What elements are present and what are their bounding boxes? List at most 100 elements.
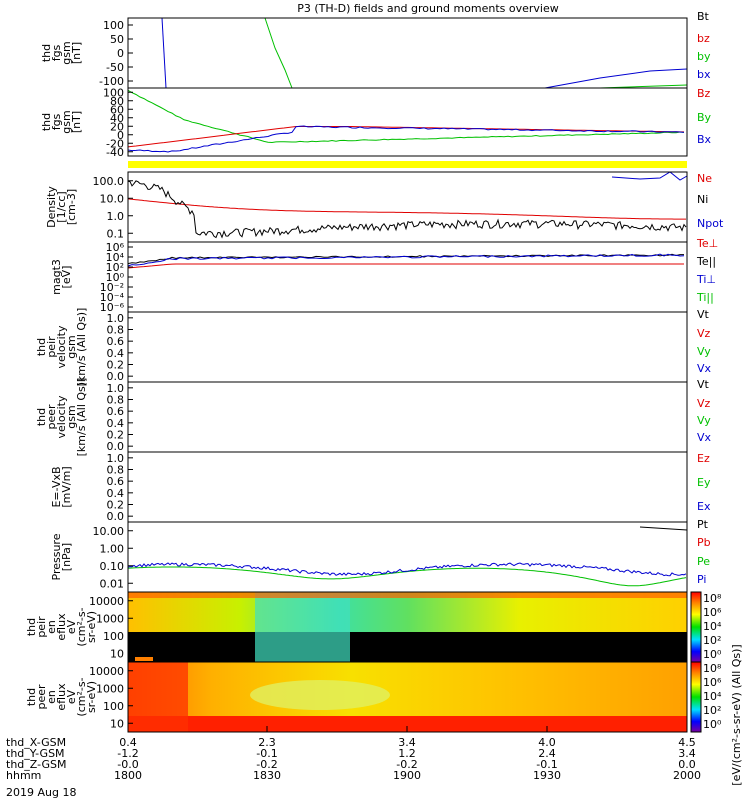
y-tick-label: 0.8: [107, 464, 125, 477]
panel-9: 10000 1000 100 10 thdpeirenefluxeV(cm²-s-sr-…: [25, 591, 688, 663]
legend-Ti⊥: Ti⊥: [696, 273, 716, 286]
legend-Bz: Bz: [697, 87, 711, 100]
legend-Te||: Te||: [696, 255, 716, 268]
y-tick-label: 50: [110, 33, 124, 46]
footer-value: 1830: [253, 769, 281, 782]
footer-row-label: thd_Y-GSM: [6, 747, 65, 760]
y-label-line: thd: [35, 338, 48, 356]
footer-value: 0.0: [678, 758, 696, 771]
colorbar-tick: 10⁶: [703, 676, 722, 689]
colorbar-tick: 10⁰: [703, 718, 722, 731]
y-label-line: Density: [45, 186, 58, 228]
y-label-line: thd: [25, 688, 38, 706]
y-label-line: gsm: [65, 405, 78, 428]
y-label-line: peir: [35, 616, 48, 638]
footer-row-label: thd_Z-GSM: [6, 758, 66, 771]
y-label-line: thd: [35, 408, 48, 426]
y-tick-label: 1.0: [107, 452, 125, 465]
series-By: [127, 89, 685, 144]
y-label-line: peer: [35, 684, 48, 710]
legend-Pe: Pe: [697, 555, 710, 568]
panel-10: 10000 1000 100 10 thdpeerenefluxeV(cm²-s-sr-…: [25, 661, 688, 733]
y-tick-label: 10⁰: [106, 271, 125, 284]
series-Te-par: [127, 253, 684, 265]
y-tick-label: 60: [110, 103, 124, 116]
footer-value: -0.0: [117, 758, 138, 771]
legend-Ne: Ne: [697, 172, 712, 185]
y-tick-label: 0.8: [107, 324, 125, 337]
y-label-line: eV: [65, 689, 78, 704]
spectrogram-electrons-early: [128, 662, 188, 732]
y-tick-label: 0.8: [107, 394, 125, 407]
y-tick-label: 0.0: [107, 510, 125, 523]
colorbar-tick: 10²: [703, 634, 721, 647]
series-Ne: [127, 198, 686, 220]
series-Npot: [611, 171, 688, 181]
footer-value: -0.2: [256, 758, 277, 771]
legend-Vx: Vx: [697, 362, 712, 375]
legend-Pb: Pb: [697, 536, 711, 549]
y-label-line: peir: [45, 336, 58, 358]
panel-8: 10.00 1.00 0.10 0.01 Pressure[nPa] Pt Pb Pe Pi: [50, 518, 711, 593]
y-label-line: en: [45, 620, 58, 634]
y-tick-label: 10.00: [93, 525, 125, 538]
y-tick-label: 10000: [89, 595, 124, 608]
spectrogram-ions-gap: [255, 592, 350, 662]
y-tick-label: 0: [117, 129, 124, 142]
footer-row-label: hhmm: [6, 769, 41, 782]
y-tick-label: 10⁶: [106, 241, 125, 254]
y-label-line: velocity: [55, 325, 68, 368]
colorbar-tick: 10⁰: [703, 648, 722, 661]
legend-bx: bx: [697, 68, 711, 81]
y-tick-label: 10: [110, 717, 124, 730]
footer-value: 1900: [393, 769, 421, 782]
panel-3: 100.0 10.0 1.0 0.1 Density[1/cc][cm-3] Ne Ni Np…: [45, 171, 724, 243]
colorbar-label: [eV/(cm²-s-sr-eV) (All Qs)]: [730, 644, 743, 785]
series-Pi: [127, 562, 687, 577]
y-label-line: (cm²-s-: [75, 677, 88, 716]
y-label-line: [km/s (All Qs)]: [75, 378, 88, 457]
y-tick-label: 1000: [96, 682, 124, 695]
y-label-line: magt3: [50, 259, 63, 295]
figure-title: P3 (TH-D) fields and ground moments over…: [297, 2, 559, 15]
spectrogram-ions-blob: [135, 657, 153, 661]
y-tick-label: 0.0: [107, 370, 125, 383]
footer-value: 3.4: [398, 736, 416, 749]
y-tick-label: -100: [99, 75, 124, 88]
y-label-line: eV: [65, 619, 78, 634]
colorbar-tick: 10⁸: [703, 592, 722, 605]
y-tick-label: 100: [103, 86, 124, 99]
legend-Vy: Vy: [697, 345, 711, 358]
legend-Ti||: Ti||: [696, 291, 714, 304]
legend-Pi: Pi: [697, 573, 706, 586]
legend-Vt: Vt: [697, 378, 710, 391]
series-bx-tail: [544, 68, 688, 89]
colorbar-2: [690, 661, 702, 733]
panel-frame: [127, 241, 688, 313]
y-label-line: [1/cc]: [55, 191, 68, 222]
y-tick-label: 0.4: [107, 417, 125, 430]
legend-Vz: Vz: [697, 327, 711, 340]
y-label-line: gsm: [60, 110, 73, 133]
y-label-line: eflux: [55, 613, 68, 641]
spectrogram-ions-top: [128, 592, 687, 598]
y-tick-label: 1.00: [100, 542, 125, 555]
y-label: Pressure[nPa]: [50, 533, 73, 580]
y-label-line: [cm-3]: [65, 189, 78, 225]
legend-Ex: Ex: [697, 500, 711, 513]
y-label-line: (cm²-s-: [75, 607, 88, 646]
footer-value: 2.4: [538, 747, 556, 760]
legend-Ez: Ez: [697, 452, 710, 465]
y-tick-label: 0.0: [107, 440, 125, 453]
y-tick-label: 100: [103, 700, 124, 713]
y-tick-label: 100.0: [93, 175, 125, 188]
y-tick-label: 0.10: [100, 560, 125, 573]
